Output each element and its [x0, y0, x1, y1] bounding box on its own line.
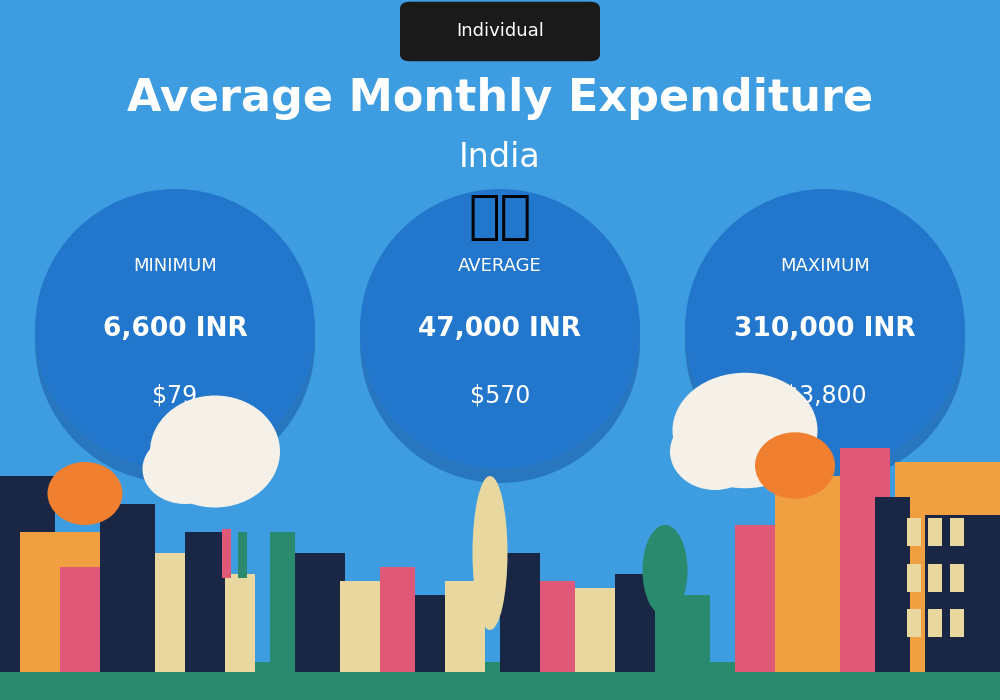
Ellipse shape [642, 525, 688, 616]
Bar [20, 532, 110, 672]
Bar [928, 564, 942, 592]
Bar [615, 574, 655, 672]
Text: 6,600 INR: 6,600 INR [103, 316, 247, 342]
Bar [380, 567, 415, 672]
Bar [907, 609, 921, 637]
Bar [0, 476, 55, 672]
Bar [655, 595, 710, 672]
Text: India: India [459, 141, 541, 174]
Bar [130, 553, 185, 672]
Bar [928, 609, 942, 637]
Bar [735, 525, 775, 672]
Ellipse shape [360, 189, 640, 469]
Bar [775, 476, 845, 672]
Text: $79: $79 [152, 384, 198, 407]
Text: MAXIMUM: MAXIMUM [780, 257, 870, 275]
Bar [215, 574, 255, 672]
Bar [950, 518, 964, 546]
Text: MINIMUM: MINIMUM [133, 257, 217, 275]
Bar [950, 609, 964, 637]
Ellipse shape [672, 372, 818, 489]
Ellipse shape [670, 413, 760, 490]
Ellipse shape [755, 432, 835, 498]
Bar [100, 504, 155, 672]
Bar [840, 448, 890, 672]
Bar [575, 588, 615, 672]
Bar [895, 462, 1000, 672]
Bar [875, 497, 910, 672]
Text: 🇮🇳: 🇮🇳 [468, 191, 532, 243]
FancyBboxPatch shape [400, 1, 600, 62]
Bar [222, 528, 231, 578]
Bar [950, 564, 964, 592]
Text: 47,000 INR: 47,000 INR [418, 316, 582, 342]
Ellipse shape [685, 203, 965, 483]
Bar [925, 514, 1000, 672]
Bar [295, 553, 345, 672]
Bar [907, 518, 921, 546]
Bar [540, 581, 575, 672]
Text: Average Monthly Expenditure: Average Monthly Expenditure [127, 76, 873, 120]
Bar [907, 564, 921, 592]
Ellipse shape [473, 476, 508, 630]
Ellipse shape [35, 203, 315, 483]
Bar [663, 588, 671, 672]
Text: AVERAGE: AVERAGE [458, 257, 542, 275]
Ellipse shape [360, 203, 640, 483]
Bar [270, 532, 295, 672]
Ellipse shape [48, 462, 122, 525]
Bar [60, 567, 115, 672]
Ellipse shape [150, 395, 280, 508]
Bar [928, 518, 942, 546]
Bar [340, 581, 380, 672]
Ellipse shape [35, 189, 315, 469]
Bar [445, 581, 485, 672]
Bar [185, 532, 225, 672]
Bar [238, 532, 247, 578]
Bar [500, 553, 540, 672]
Bar [410, 595, 445, 672]
Bar [0, 662, 1000, 700]
Ellipse shape [143, 434, 228, 504]
Text: 310,000 INR: 310,000 INR [734, 316, 916, 342]
Text: Individual: Individual [456, 22, 544, 41]
Ellipse shape [685, 189, 965, 469]
Text: $570: $570 [470, 384, 530, 407]
Text: $3,800: $3,800 [784, 384, 866, 407]
